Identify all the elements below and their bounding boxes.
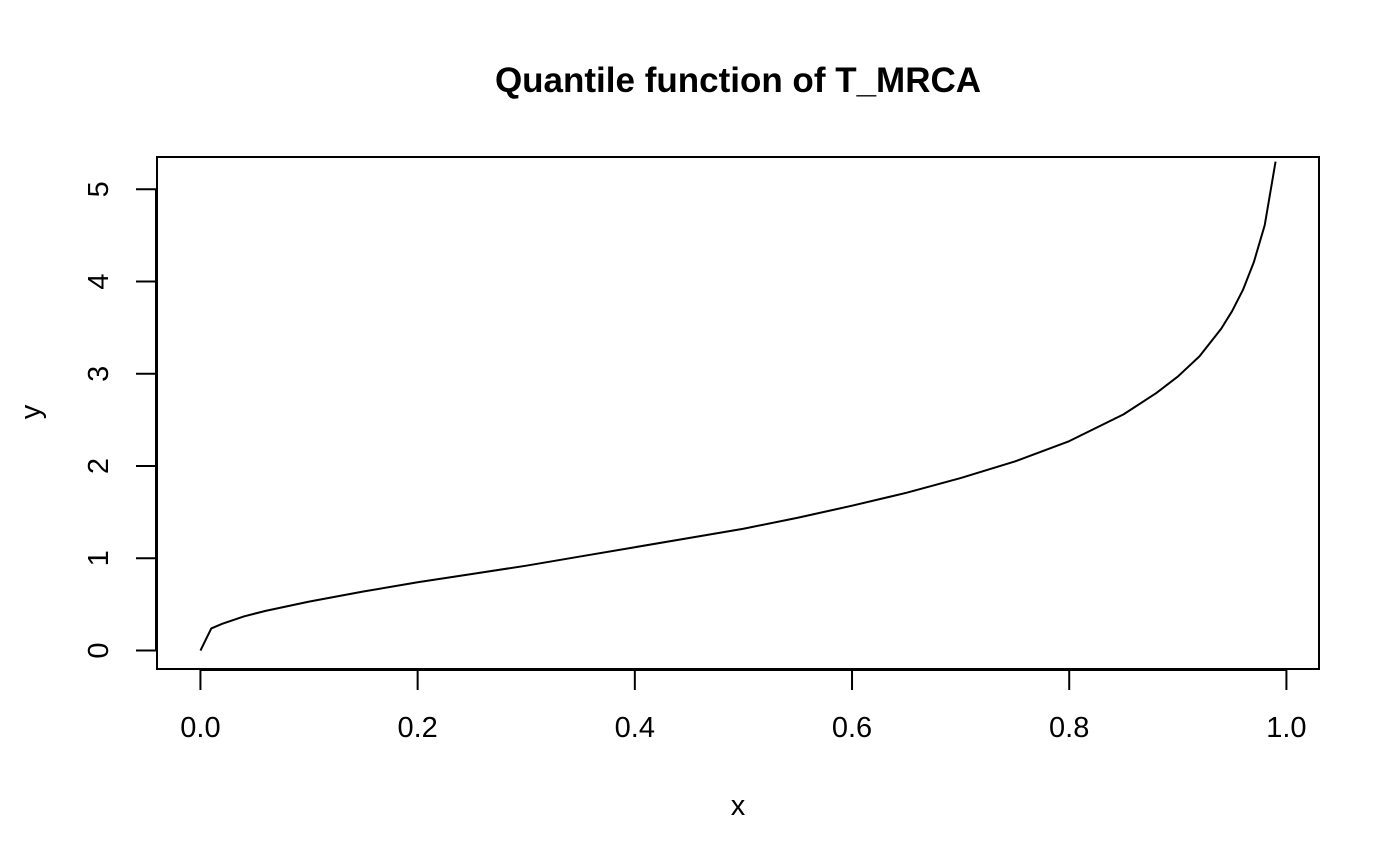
x-tick-label: 1.0 (1266, 712, 1306, 744)
series-line (199, 161, 1277, 651)
x-tick-label: 0.0 (180, 712, 220, 744)
y-tick-label: 5 (83, 181, 115, 197)
x-tick-label: 0.4 (615, 712, 655, 744)
y-axis: 0 1 2 3 4 5 (83, 181, 157, 659)
x-tick-label: 0.2 (397, 712, 437, 744)
chart-title: Quantile function of T_MRCA (495, 61, 981, 100)
x-tick-label: 0.6 (832, 712, 872, 744)
y-tick-label: 3 (83, 366, 115, 382)
x-axis-label: x (731, 790, 746, 822)
y-tick-label: 4 (83, 273, 115, 289)
y-tick-label: 1 (83, 550, 115, 566)
plot-frame (156, 156, 1320, 670)
x-axis: 0.0 0.2 0.4 0.6 0.8 1.0 (180, 669, 1307, 744)
y-tick-label: 2 (83, 458, 115, 474)
y-axis-label: y (15, 404, 47, 419)
y-tick-label: 0 (83, 642, 115, 658)
x-tick-label: 0.8 (1049, 712, 1089, 744)
